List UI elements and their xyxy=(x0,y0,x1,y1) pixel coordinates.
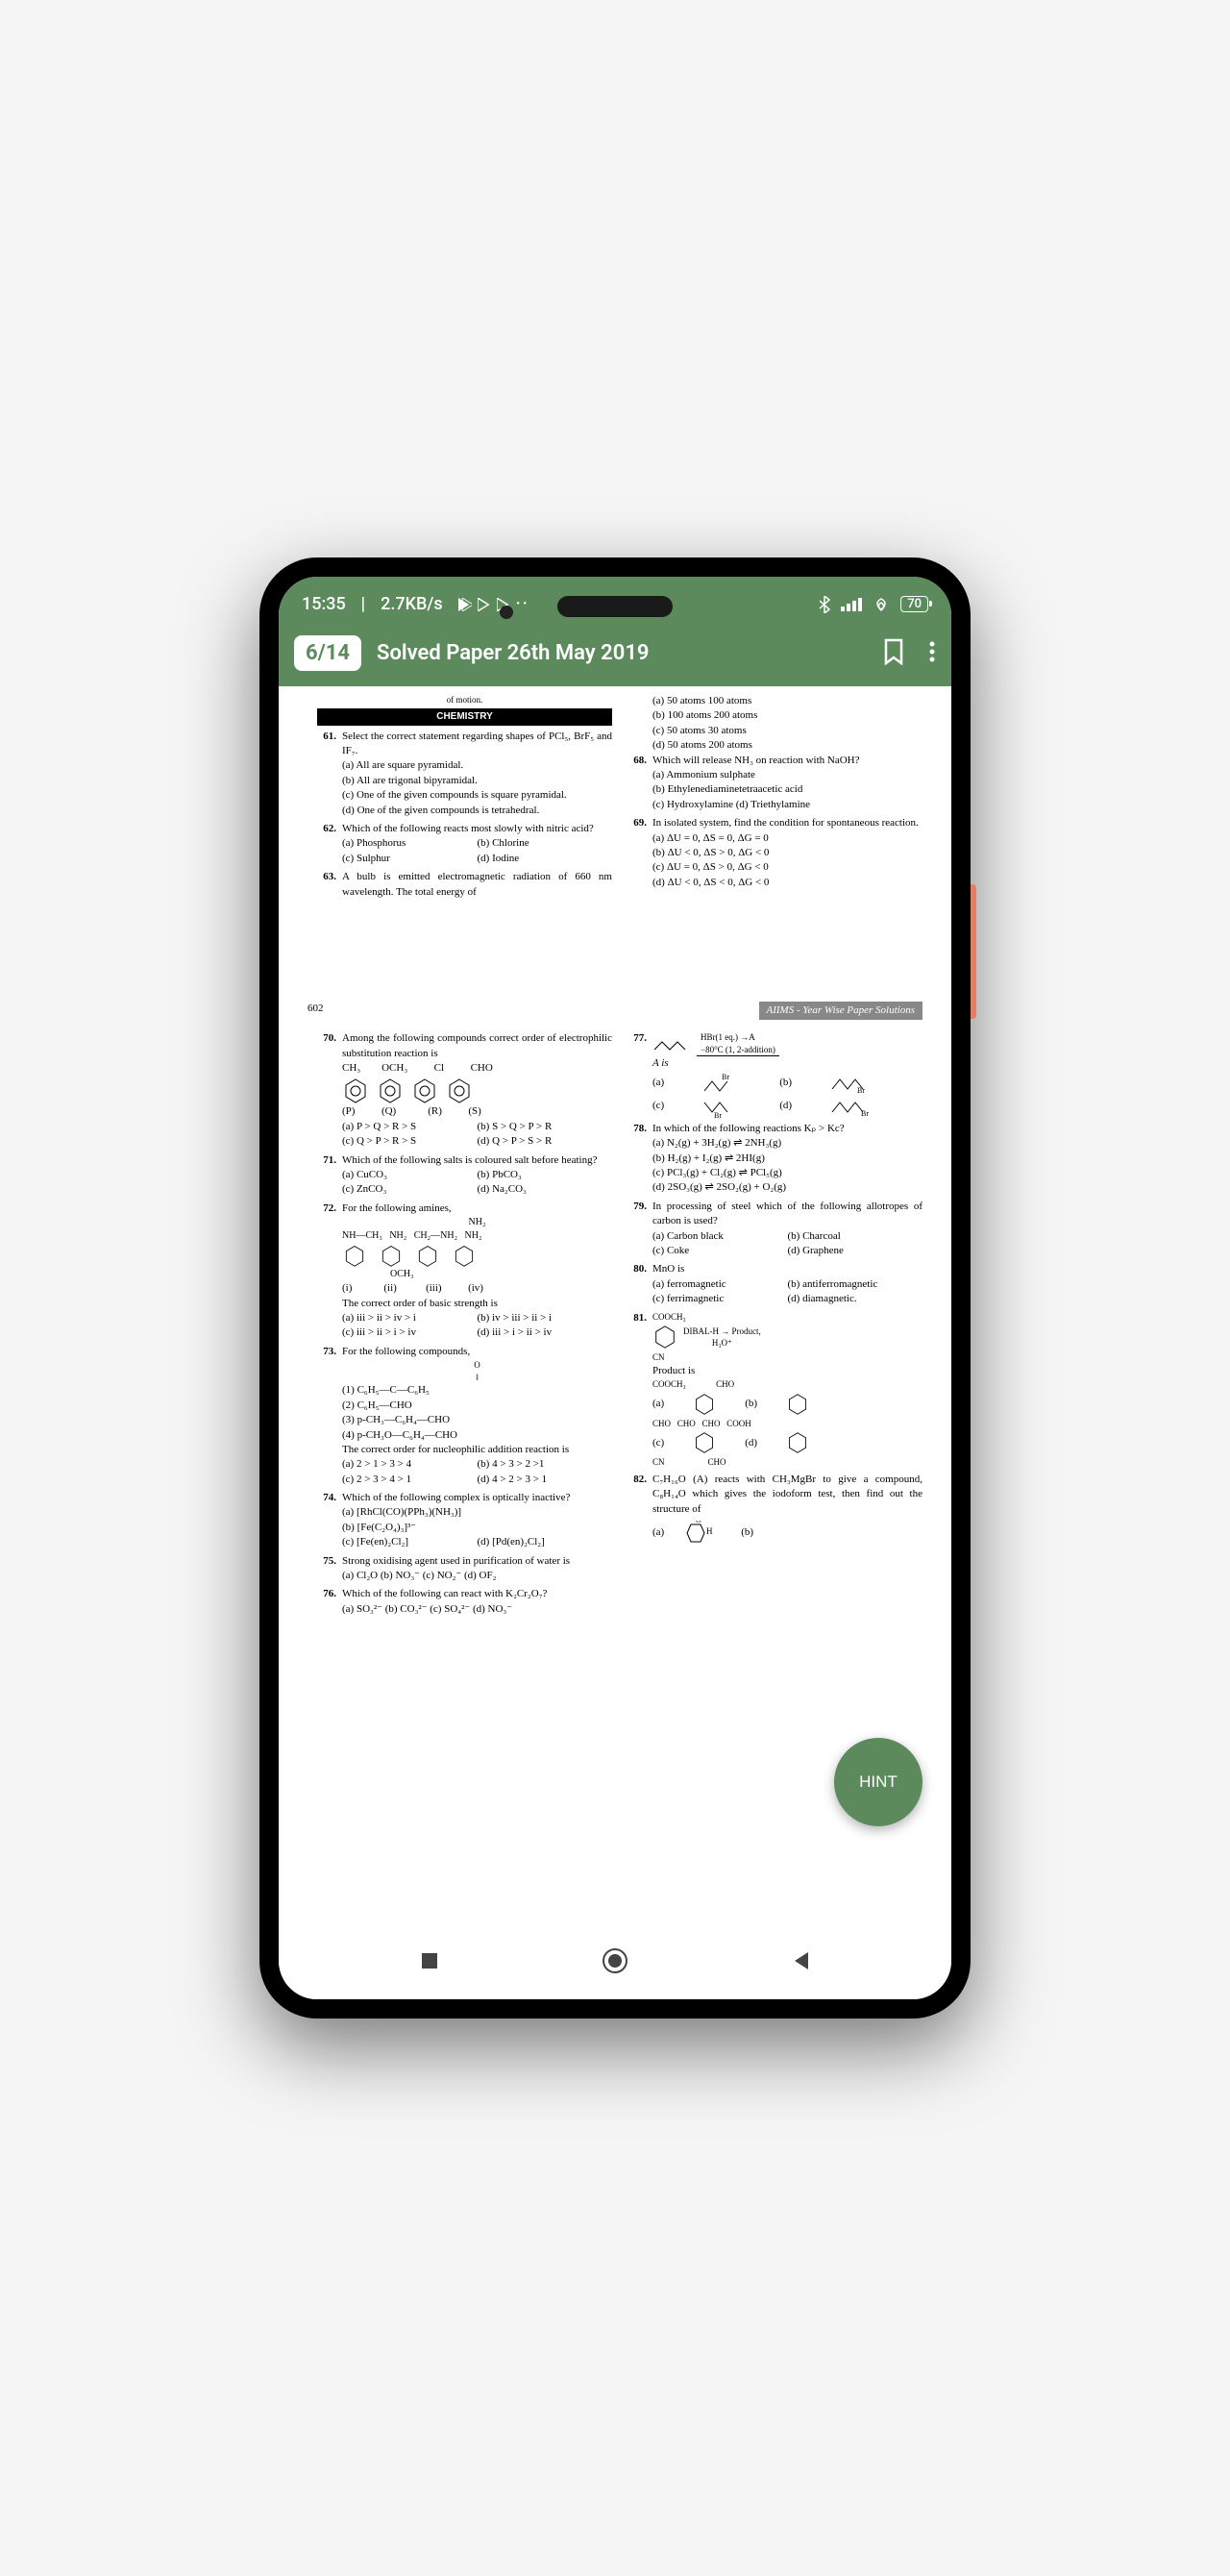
page-title: Solved Paper 26th May 2019 xyxy=(377,641,867,665)
diene-structure xyxy=(652,1034,691,1053)
bookmark-icon[interactable] xyxy=(882,638,905,669)
camera-dot xyxy=(500,606,513,619)
side-power-button xyxy=(971,884,976,1019)
status-network-speed: 2.7KB/s xyxy=(381,594,443,614)
navigation-bar xyxy=(279,1922,951,1999)
page-indicator[interactable]: 6/14 xyxy=(294,635,361,671)
forward-icons: ·· xyxy=(458,594,529,614)
dots: ·· xyxy=(516,594,529,614)
svg-text:Br: Br xyxy=(861,1109,869,1118)
signal-icon xyxy=(841,598,862,611)
status-bar: 15:35 | 2.7KB/s ·· 70 xyxy=(279,577,951,626)
hint-button[interactable]: HINT xyxy=(834,1738,922,1826)
page-number: 602 xyxy=(308,1002,324,1020)
nav-home-button[interactable] xyxy=(598,1944,632,1978)
benzene-structures xyxy=(342,1076,612,1104)
status-time: 15:35 xyxy=(302,594,346,614)
svg-text:O: O xyxy=(696,1521,701,1524)
benzene-structures-2 xyxy=(342,1243,612,1268)
book-title-strip: AIIMS - Year Wise Paper Solutions xyxy=(759,1002,923,1020)
section-label: CHEMISTRY xyxy=(317,708,612,726)
status-separator: | xyxy=(361,594,365,614)
phone-frame: 15:35 | 2.7KB/s ·· 70 xyxy=(259,557,971,2019)
svg-text:Br: Br xyxy=(857,1086,865,1095)
document-viewer[interactable]: of motion. CHEMISTRY 61. Select the corr… xyxy=(279,686,951,1922)
page-header-row: 602 AIIMS - Year Wise Paper Solutions xyxy=(279,998,951,1024)
app-header: 6/14 Solved Paper 26th May 2019 xyxy=(279,626,951,686)
nav-back-button[interactable] xyxy=(783,1944,818,1978)
wifi-icon xyxy=(872,597,891,612)
bluetooth-icon xyxy=(818,596,831,613)
screen: 15:35 | 2.7KB/s ·· 70 xyxy=(279,577,951,1999)
battery-icon: 70 xyxy=(900,596,928,612)
page-gap xyxy=(279,911,951,998)
svg-text:H: H xyxy=(706,1526,713,1536)
nav-recent-button[interactable] xyxy=(412,1944,447,1978)
partial-line: of motion. xyxy=(317,694,612,706)
svg-text:Br: Br xyxy=(714,1111,722,1118)
svg-text:Br: Br xyxy=(722,1073,729,1081)
benzene-compound xyxy=(652,1323,677,1351)
more-icon[interactable] xyxy=(928,638,936,669)
